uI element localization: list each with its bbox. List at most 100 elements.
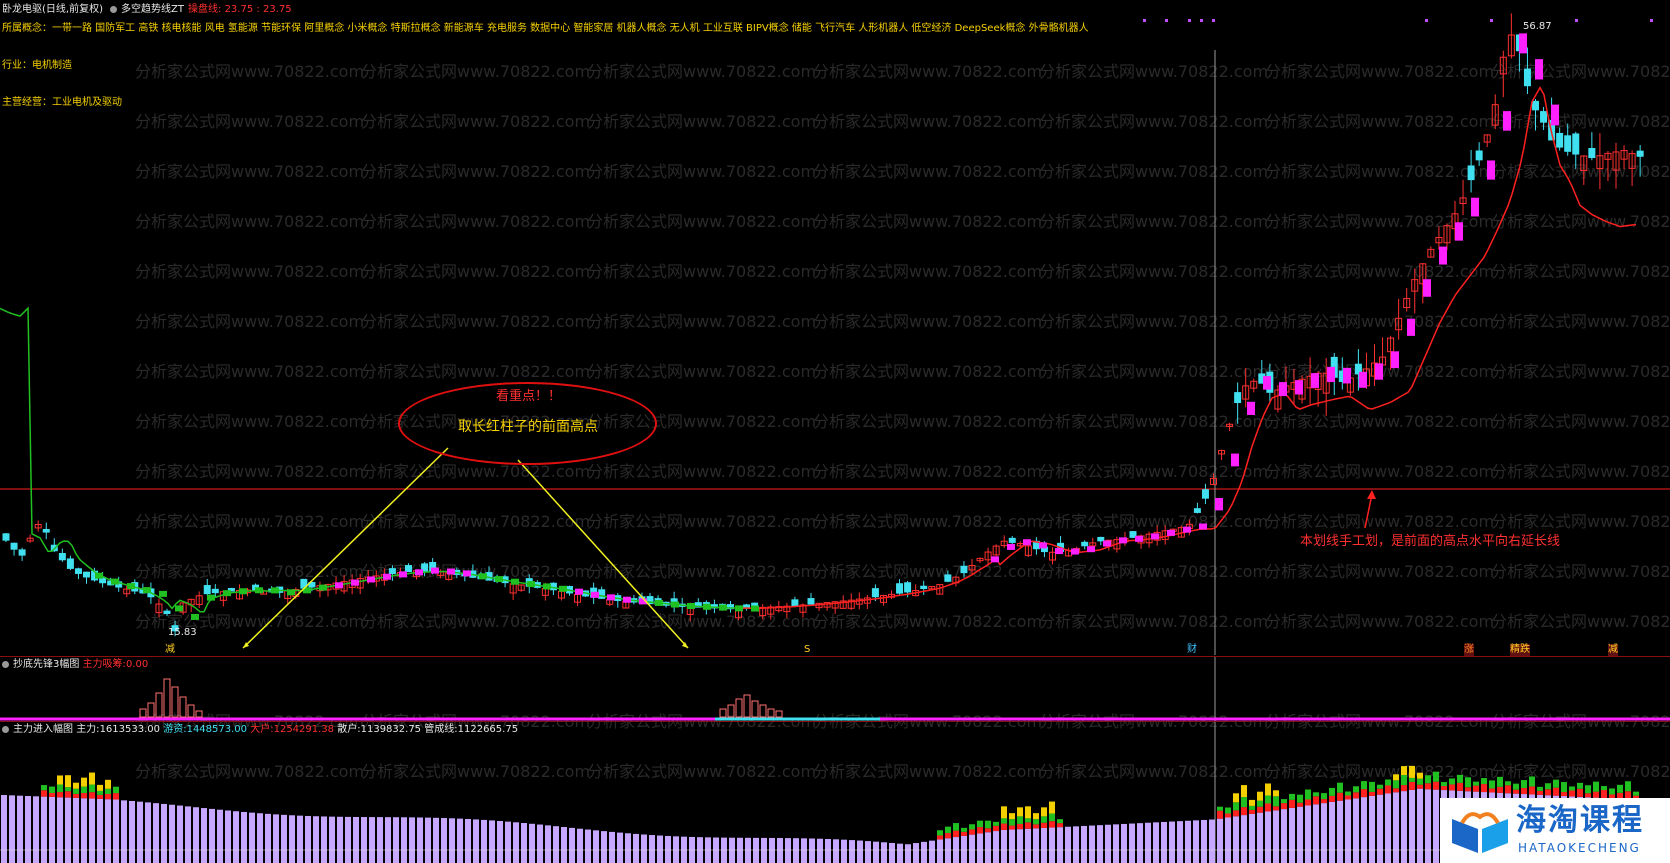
flow-bar-retail [1225,817,1231,863]
settings-dot-icon[interactable] [110,6,117,13]
trend-dash [1503,111,1511,131]
flow-bar-hot [105,788,111,794]
flow-bar-retail [241,811,247,863]
candle-body [1403,298,1411,309]
candle-body [1000,540,1008,547]
bottom-fishing-chart[interactable] [0,657,1670,722]
flow-bar-hot [1473,781,1479,786]
flow-bar-main [105,779,111,789]
flow-bar-main [1025,806,1031,819]
panel-separator-2[interactable] [0,721,1670,722]
trend-line-green [0,306,761,613]
flow-bar-hot [1449,778,1455,785]
flow-bar-retail [537,824,543,863]
flow-bar-retail [553,826,559,863]
indicator-header[interactable]: 多空趋势线ZT [110,4,184,16]
trend-dash [287,589,295,596]
flow-bar-retail [273,814,279,863]
signal-dot [1188,19,1191,22]
candle-body [2,533,10,541]
flow-bar-big [1041,822,1047,828]
low-price-label: 15.83 [168,627,197,638]
trend-dash [575,588,583,595]
panel-separator-1[interactable] [0,656,1670,657]
hataokecheng-logo: 海淘课程 HATAOKECHENG [1440,798,1670,863]
flow-bar-retail [1177,821,1183,863]
flow-bar-retail [1185,820,1191,863]
flow-bar-retail [1145,822,1151,863]
candle-body [1491,104,1499,126]
flow-bar-hot [1345,791,1351,796]
flow-bar-hot [1633,791,1639,796]
flow-bar-main [1249,799,1255,806]
flow-bar-retail [905,844,911,863]
flow-bar-retail [897,843,903,863]
flow-bar-hot [1217,806,1223,811]
pointer-arrow-left [243,642,249,648]
panel2-header[interactable]: 抄底先锋3幅图 主力吸筹:0.00 [2,659,148,671]
trend-dash [1199,523,1207,530]
flow-bar-big [113,793,119,800]
flow-bar-retail [489,820,495,863]
flow-bar-main [65,775,71,788]
capital-flow-chart[interactable] [0,722,1670,863]
candle-body [1636,150,1644,157]
panel3-settings-icon[interactable] [2,726,9,733]
price-chart[interactable] [0,0,1670,655]
candle-body [1081,541,1089,547]
flow-bar-hot [1369,781,1375,792]
flow-bar-hot [1057,819,1063,824]
flow-bar-big [89,792,95,799]
candle-body [1201,489,1209,499]
flow-bar-hot [1225,807,1231,814]
candle-body [968,565,976,571]
flow-bar-retail [433,817,439,863]
flow-bar-big [1361,789,1367,798]
flow-bar-retail [817,838,823,863]
flow-bar-big [1033,824,1039,829]
flow-bar-retail [401,817,407,863]
flow-bar-retail [249,812,255,863]
candle-body [1193,508,1201,513]
logo-en-text: HATAOKECHENG [1518,841,1641,855]
flow-bar-hot [1265,795,1271,804]
flow-bar-hot [1425,775,1431,784]
flow-bar-retail [105,799,111,863]
flow-bar-big [1393,788,1399,793]
flow-bar-retail [265,813,271,863]
control-value: 1122665.75 [457,724,519,735]
flow-bar-retail [657,835,663,863]
flow-bar-retail [313,816,319,863]
flow-bar-hot [1017,816,1023,824]
flow-bar-retail [345,816,351,863]
flow-bar-hot [977,820,983,828]
flow-bar-hot [1489,780,1495,789]
candle-body [163,610,171,614]
trend-dash [1535,59,1543,80]
flow-bar-retail [9,795,15,863]
flow-bar-retail [97,798,103,863]
flow-bar-retail [1369,795,1375,863]
big-label: 大户: [250,724,274,735]
flow-bar-hot [1417,778,1423,785]
marker-s: S [804,644,811,655]
flow-bar-hot [953,823,959,831]
flow-bar-retail [1209,819,1215,863]
flow-bar-retail [601,831,607,863]
flow-bar-retail [321,816,327,863]
trend-dash [1055,548,1063,555]
flow-bar-hot [1521,780,1527,789]
flow-bar-hot [1361,781,1367,790]
candle-body [1218,450,1226,455]
flow-bar-retail [289,815,295,863]
candle-body [203,585,211,595]
flow-bar-retail [1337,800,1343,863]
panel3-header[interactable]: 主力进入幅图 主力:1613533.00 游资:1448573.00 大户:12… [2,724,518,736]
candle-body [1483,134,1491,143]
panel2-bar [187,704,195,718]
flow-bar-retail [353,816,359,863]
flow-bar-retail [465,818,471,863]
flow-bar-hot [1233,802,1239,811]
panel2-settings-icon[interactable] [2,661,9,668]
signal-dot [1575,19,1578,22]
